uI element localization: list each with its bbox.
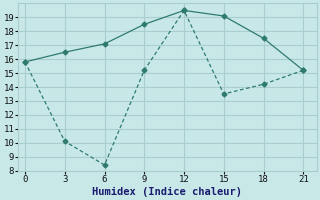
X-axis label: Humidex (Indice chaleur): Humidex (Indice chaleur)	[92, 186, 243, 197]
